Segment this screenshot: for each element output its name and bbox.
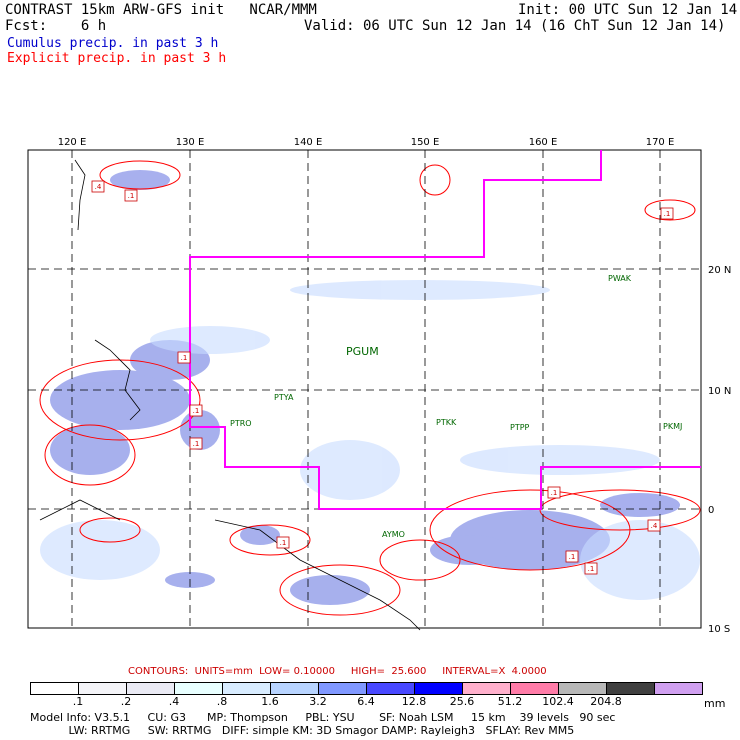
contour-box-label: .1 — [181, 354, 188, 362]
lon-label: 170 E — [646, 137, 675, 148]
coastlines — [39, 159, 421, 631]
contour-info: CONTOURS: UNITS=mm LOW= 0.10000 HIGH= 25… — [128, 666, 547, 677]
lat-label: 0 — [708, 505, 714, 516]
scale-swatch — [607, 683, 655, 694]
lon-label: 130 E — [176, 137, 205, 148]
contour-box-label: .1 — [588, 565, 595, 573]
contour-box-label: .1 — [551, 489, 558, 497]
contour-box-label: .1 — [128, 192, 135, 200]
init-time: Init: 00 UTC Sun 12 Jan 14 — [518, 2, 738, 18]
forecast-hour: Fcst: 6 h — [5, 18, 107, 34]
station-label: PGUM — [346, 345, 379, 358]
scale-label: 6.4 — [357, 695, 375, 708]
lat-label: 10 N — [708, 386, 731, 397]
scale-swatch — [79, 683, 127, 694]
contour-box-label: .1 — [664, 210, 671, 218]
stations: PGUM PTYA PTRO PTKK PTPP PKMJ PWAK AYMO — [230, 274, 682, 539]
lon-label: 150 E — [411, 137, 440, 148]
scale-swatch — [415, 683, 463, 694]
map-frame — [27, 149, 702, 629]
scale-label: 204.8 — [590, 695, 622, 708]
scale-swatch — [367, 683, 415, 694]
color-scale — [30, 682, 703, 695]
lat-label: 10 S — [708, 624, 730, 635]
scale-label: 102.4 — [542, 695, 574, 708]
scale-swatch — [655, 683, 702, 694]
contour-box-label: .4 — [95, 183, 102, 191]
scale-swatch — [511, 683, 559, 694]
station-label: PTRO — [230, 419, 252, 428]
station-label: PTKK — [436, 418, 457, 427]
scale-swatch — [223, 683, 271, 694]
station-label: PTPP — [510, 423, 530, 432]
contour-value-boxes: .4 .1 .1 .1 .1 .1 .1 .4 .1 .1 .1 — [91, 180, 674, 575]
scale-label: .4 — [168, 695, 180, 708]
contour-box-label: .1 — [569, 553, 576, 561]
scale-unit: mm — [704, 697, 726, 710]
model-info-line2: LW: RRTMG SW: RRTMG DIFF: simple KM: 3D … — [30, 724, 575, 737]
scale-swatch — [319, 683, 367, 694]
station-label: PTYA — [274, 393, 294, 402]
contour-box-label: .1 — [193, 440, 200, 448]
scale-label: 12.8 — [401, 695, 427, 708]
scale-swatch — [463, 683, 511, 694]
lon-label: 120 E — [58, 137, 87, 148]
scale-swatch — [175, 683, 223, 694]
scale-label: 1.6 — [261, 695, 279, 708]
scale-label: .2 — [120, 695, 132, 708]
station-label: PKMJ — [663, 422, 682, 431]
station-label: PWAK — [608, 274, 632, 283]
station-label: AYMO — [382, 530, 405, 539]
run-title: CONTRAST 15km ARW-GFS init NCAR/MMM — [5, 2, 317, 18]
region-boundary — [189, 150, 701, 510]
scale-label: 25.6 — [449, 695, 475, 708]
scale-swatch — [31, 683, 79, 694]
explicit-label: Explicit precip. in past 3 h — [7, 51, 227, 66]
model-info-line1: Model Info: V3.5.1 CU: G3 MP: Thompson P… — [30, 711, 616, 724]
contour-box-label: .1 — [193, 407, 200, 415]
scale-label: 51.2 — [497, 695, 523, 708]
lon-labels: 120 E 130 E 140 E 150 E 160 E 170 E — [58, 137, 675, 148]
light-precip-field — [40, 280, 700, 600]
lat-label: 20 N — [708, 265, 731, 276]
contour-box-label: .1 — [280, 539, 287, 547]
scale-label: .1 — [72, 695, 84, 708]
scale-swatch — [127, 683, 175, 694]
scale-label: 3.2 — [309, 695, 327, 708]
scale-swatch — [271, 683, 319, 694]
lon-label: 160 E — [529, 137, 558, 148]
cumulus-precip-field — [50, 170, 680, 605]
lon-label: 140 E — [294, 137, 323, 148]
contour-box-label: .4 — [651, 522, 658, 530]
scale-label: .8 — [216, 695, 228, 708]
cumulus-label: Cumulus precip. in past 3 h — [7, 36, 219, 51]
lat-grid — [28, 268, 701, 510]
color-scale-labels: .1 .2 .4 .8 1.6 3.2 6.4 12.8 25.6 51.2 102.4 204.8 — [0, 695, 740, 709]
valid-time: Valid: 06 UTC Sun 12 Jan 14 (16 ChT Sun … — [304, 18, 726, 34]
lat-labels: 20 N 10 N 0 10 S — [708, 265, 731, 635]
scale-swatch — [559, 683, 607, 694]
